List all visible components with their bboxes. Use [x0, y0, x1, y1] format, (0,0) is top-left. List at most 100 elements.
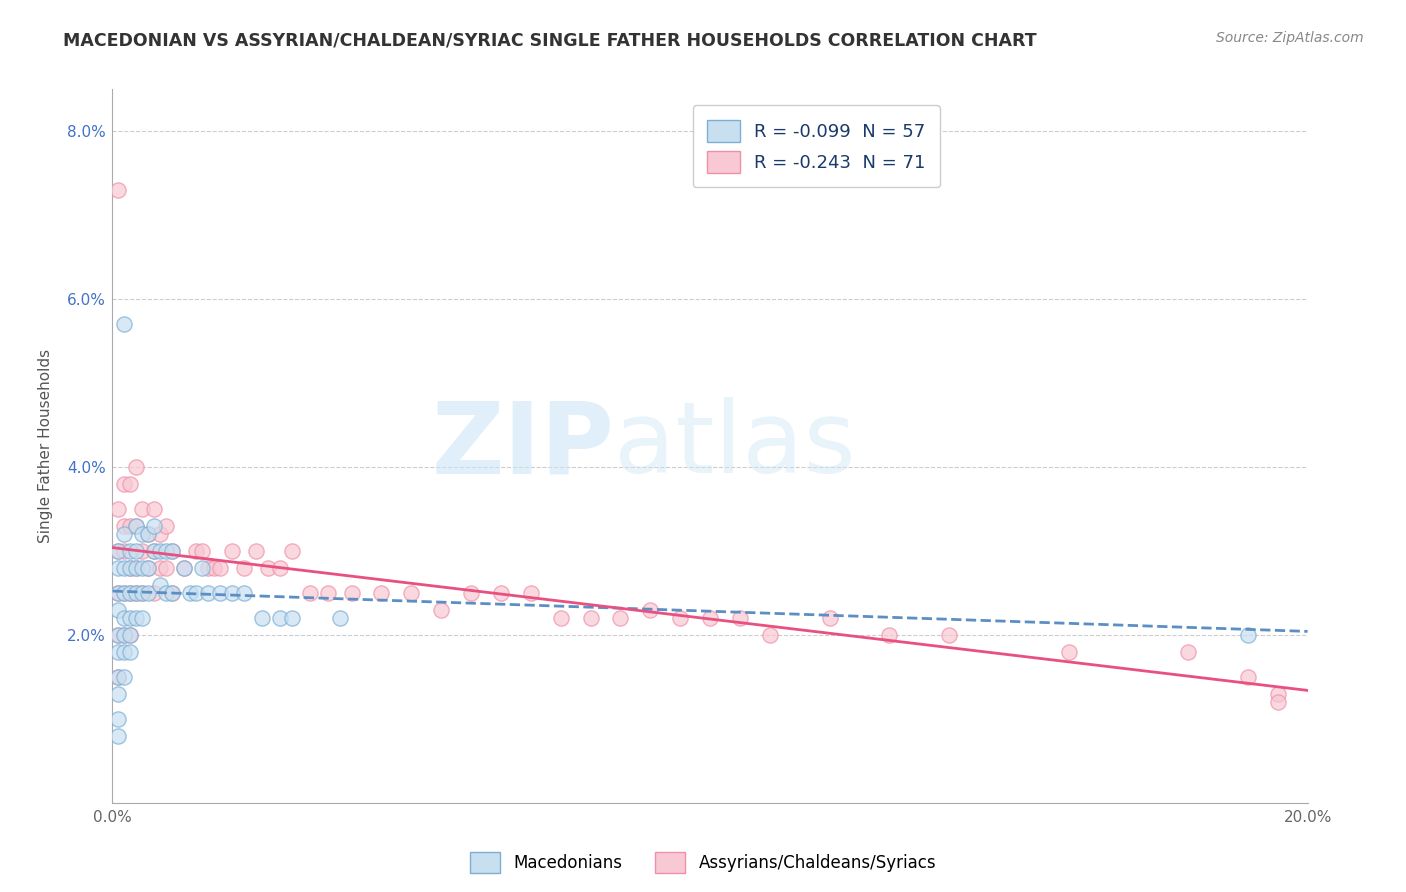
Point [550, 611, 572, 625]
Point [107, 687, 129, 701]
Point [120, 628, 142, 642]
Point [114, 476, 135, 491]
Point [197, 586, 219, 600]
Point [107, 183, 129, 197]
Point [107, 502, 129, 516]
Point [120, 476, 142, 491]
Point [728, 611, 751, 625]
Point [107, 712, 129, 726]
Point [120, 586, 142, 600]
Point [143, 544, 166, 558]
Point [173, 560, 195, 574]
Point [114, 645, 135, 659]
Point [143, 544, 166, 558]
Point [520, 586, 543, 600]
Point [155, 560, 177, 574]
Point [114, 318, 135, 332]
Text: MACEDONIAN VS ASSYRIAN/CHALDEAN/SYRIAC SINGLE FATHER HOUSEHOLDS CORRELATION CHAR: MACEDONIAN VS ASSYRIAN/CHALDEAN/SYRIAC S… [63, 31, 1036, 49]
Point [340, 586, 363, 600]
Point [209, 586, 232, 600]
Point [155, 544, 177, 558]
Point [579, 611, 602, 625]
Point [155, 586, 177, 600]
Point [120, 628, 142, 642]
Point [155, 518, 177, 533]
Point [120, 518, 142, 533]
Text: Source: ZipAtlas.com: Source: ZipAtlas.com [1216, 31, 1364, 45]
Point [114, 628, 135, 642]
Point [640, 603, 662, 617]
Point [143, 518, 166, 533]
Point [149, 544, 172, 558]
Point [1267, 695, 1289, 709]
Point [125, 586, 148, 600]
Point [125, 611, 148, 625]
Point [191, 544, 214, 558]
Point [107, 586, 129, 600]
Point [138, 527, 160, 541]
Point [114, 527, 135, 541]
Point [162, 544, 183, 558]
Point [125, 586, 148, 600]
Point [138, 527, 160, 541]
Point [149, 577, 172, 591]
Point [114, 544, 135, 558]
Point [107, 628, 129, 642]
Point [162, 586, 183, 600]
Point [329, 611, 352, 625]
Point [107, 603, 129, 617]
Point [1237, 670, 1260, 684]
Point [173, 560, 195, 574]
Legend: R = -0.099  N = 57, R = -0.243  N = 71: R = -0.099 N = 57, R = -0.243 N = 71 [693, 105, 941, 187]
Point [107, 670, 129, 684]
Point [143, 586, 166, 600]
Point [125, 544, 148, 558]
Point [114, 560, 135, 574]
Point [125, 560, 148, 574]
Point [143, 502, 166, 516]
Point [149, 527, 172, 541]
Point [245, 544, 267, 558]
Point [138, 560, 160, 574]
Point [298, 586, 321, 600]
Point [120, 560, 142, 574]
Point [162, 586, 183, 600]
Point [269, 560, 291, 574]
Point [131, 586, 153, 600]
Point [114, 670, 135, 684]
Point [114, 611, 135, 625]
Point [197, 560, 219, 574]
Point [430, 603, 453, 617]
Point [107, 729, 129, 743]
Point [609, 611, 631, 625]
Point [131, 560, 153, 574]
Point [131, 586, 153, 600]
Point [281, 544, 304, 558]
Point [221, 586, 243, 600]
Point [131, 527, 153, 541]
Point [269, 611, 291, 625]
Point [281, 611, 304, 625]
Point [107, 628, 129, 642]
Point [460, 586, 482, 600]
Point [489, 586, 512, 600]
Point [1267, 687, 1289, 701]
Point [131, 544, 153, 558]
Point [179, 586, 201, 600]
Point [1057, 645, 1080, 659]
Point [125, 518, 148, 533]
Point [125, 560, 148, 574]
Point [669, 611, 692, 625]
Point [131, 502, 153, 516]
Point [233, 560, 256, 574]
Point [879, 628, 901, 642]
Point [120, 645, 142, 659]
Text: atlas: atlas [614, 398, 856, 494]
Legend: Macedonians, Assyrians/Chaldeans/Syriacs: Macedonians, Assyrians/Chaldeans/Syriacs [463, 846, 943, 880]
Point [125, 460, 148, 475]
Point [107, 586, 129, 600]
Point [191, 560, 214, 574]
Point [759, 628, 782, 642]
Point [120, 611, 142, 625]
Point [107, 544, 129, 558]
